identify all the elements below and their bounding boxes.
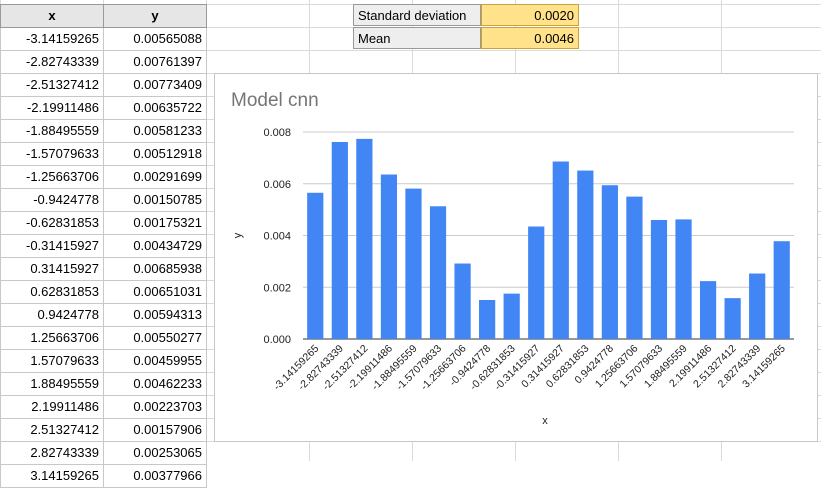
table-row: -2.51327412 0.00773409: [0, 73, 207, 97]
cell-y[interactable]: 0.00594313: [103, 303, 207, 327]
cell-y[interactable]: 0.00150785: [103, 188, 207, 212]
table-row: 2.19911486 0.00223703: [0, 395, 207, 419]
column-header-y[interactable]: y: [103, 4, 207, 28]
cell-x[interactable]: -0.31415927: [0, 234, 104, 258]
cell-y[interactable]: 0.00377966: [103, 464, 207, 488]
cell-y[interactable]: 0.00761397: [103, 50, 207, 74]
bar[interactable]: [479, 299, 496, 339]
cell-y[interactable]: 0.00565088: [103, 27, 207, 51]
bar[interactable]: [601, 185, 618, 339]
y-tick-label: 0.000: [263, 334, 291, 346]
cell-x[interactable]: 0.9424778: [0, 303, 104, 327]
cell-x[interactable]: -3.14159265: [0, 27, 104, 51]
cell-x[interactable]: 0.62831853: [0, 280, 104, 304]
cell-y[interactable]: 0.00651031: [103, 280, 207, 304]
bar[interactable]: [503, 293, 520, 339]
table-row: 2.82743339 0.00253065: [0, 441, 207, 465]
bar[interactable]: [699, 281, 717, 339]
cell-x[interactable]: -2.82743339: [0, 50, 104, 74]
table-row: 0.9424778 0.00594313: [0, 303, 207, 327]
column-header-x[interactable]: x: [0, 4, 104, 28]
cell-x[interactable]: -0.62831853: [0, 211, 104, 235]
table-row: -1.88495559 0.00581233: [0, 119, 207, 143]
bar[interactable]: [650, 219, 668, 339]
cell-x[interactable]: -2.51327412: [0, 73, 104, 97]
bar[interactable]: [552, 161, 569, 339]
table-row: 0.62831853 0.00651031: [0, 280, 207, 304]
cell-y[interactable]: 0.00253065: [103, 441, 207, 465]
table-row: 1.88495559 0.00462233: [0, 372, 207, 396]
cell-x[interactable]: -1.25663706: [0, 165, 104, 189]
mean-label[interactable]: Mean: [353, 27, 481, 49]
cell-y[interactable]: 0.00291699: [103, 165, 207, 189]
cell-y[interactable]: 0.00434729: [103, 234, 207, 258]
cell-x[interactable]: -1.88495559: [0, 119, 104, 143]
bar[interactable]: [380, 174, 398, 339]
std-value[interactable]: 0.0020: [481, 4, 579, 26]
table-row: 2.51327412 0.00157906: [0, 418, 207, 442]
table-row: 1.57079633 0.00459955: [0, 349, 207, 373]
table-row: -3.14159265 0.00565088: [0, 27, 207, 51]
cell-x[interactable]: 2.51327412: [0, 418, 104, 442]
cell-y[interactable]: 0.00512918: [103, 142, 207, 166]
x-axis-label: x: [542, 415, 548, 427]
bar[interactable]: [331, 141, 348, 339]
table-row: -1.57079633 0.00512918: [0, 142, 207, 166]
cell-y[interactable]: 0.00635722: [103, 96, 207, 120]
bar[interactable]: [749, 273, 766, 339]
bar[interactable]: [626, 196, 643, 339]
table-row: -2.82743339 0.00761397: [0, 50, 207, 74]
std-label[interactable]: Standard deviation: [353, 4, 481, 26]
cell-x[interactable]: -0.9424778: [0, 188, 104, 212]
bar[interactable]: [405, 188, 422, 339]
cell-x[interactable]: 1.25663706: [0, 326, 104, 350]
cell-y[interactable]: 0.00223703: [103, 395, 207, 419]
cell-y[interactable]: 0.00581233: [103, 119, 207, 143]
cell-x[interactable]: 1.88495559: [0, 372, 104, 396]
bar[interactable]: [528, 226, 545, 339]
cell-y[interactable]: 0.00157906: [103, 418, 207, 442]
table-row: 0.31415927 0.00685938: [0, 257, 207, 281]
bar-chart: 0.0000.0020.0040.0060.008-3.14159265-2.8…: [232, 127, 794, 427]
table-row: -1.25663706 0.00291699: [0, 165, 207, 189]
y-tick-label: 0.002: [263, 282, 291, 294]
y-tick-label: 0.004: [263, 231, 291, 243]
cell-x[interactable]: 0.31415927: [0, 257, 104, 281]
cell-x[interactable]: 2.19911486: [0, 395, 104, 419]
header-row: x y: [0, 4, 207, 28]
bar[interactable]: [773, 241, 790, 339]
table-row: 1.25663706 0.00550277: [0, 326, 207, 350]
data-table: x y -3.14159265 0.00565088 -2.82743339 0.00…: [0, 4, 207, 488]
y-tick-label: 0.006: [263, 179, 291, 191]
bar[interactable]: [429, 206, 447, 339]
table-row: -2.19911486 0.00635722: [0, 96, 207, 120]
table-row: -0.62831853 0.00175321: [0, 211, 207, 235]
cell-x[interactable]: 3.14159265: [0, 464, 104, 488]
bar[interactable]: [454, 263, 471, 339]
chart-container[interactable]: Model cnn 0.000 0.002 0.004 0.006 0.008 -3.14…: [214, 73, 818, 442]
y-axis-label: y: [232, 232, 244, 238]
table-row: 3.14159265 0.00377966: [0, 464, 207, 488]
mean-value[interactable]: 0.0046: [481, 27, 579, 49]
table-row: -0.31415927 0.00434729: [0, 234, 207, 258]
bar[interactable]: [675, 219, 692, 339]
cell-y[interactable]: 0.00550277: [103, 326, 207, 350]
bar[interactable]: [356, 138, 373, 339]
cell-x[interactable]: -2.19911486: [0, 96, 104, 120]
y-tick-label: 0.008: [263, 127, 291, 139]
bar[interactable]: [724, 298, 741, 339]
cell-y[interactable]: 0.00175321: [103, 211, 207, 235]
bar[interactable]: [307, 192, 324, 339]
cell-y[interactable]: 0.00459955: [103, 349, 207, 373]
table-row: -0.9424778 0.00150785: [0, 188, 207, 212]
cell-x[interactable]: -1.57079633: [0, 142, 104, 166]
table-body: -3.14159265 0.00565088 -2.82743339 0.007613…: [0, 27, 207, 488]
bar[interactable]: [577, 170, 594, 339]
chart-title: Model cnn: [231, 90, 319, 111]
cell-y[interactable]: 0.00773409: [103, 73, 207, 97]
cell-x[interactable]: 1.57079633: [0, 349, 104, 373]
cell-y[interactable]: 0.00685938: [103, 257, 207, 281]
cell-y[interactable]: 0.00462233: [103, 372, 207, 396]
cell-x[interactable]: 2.82743339: [0, 441, 104, 465]
